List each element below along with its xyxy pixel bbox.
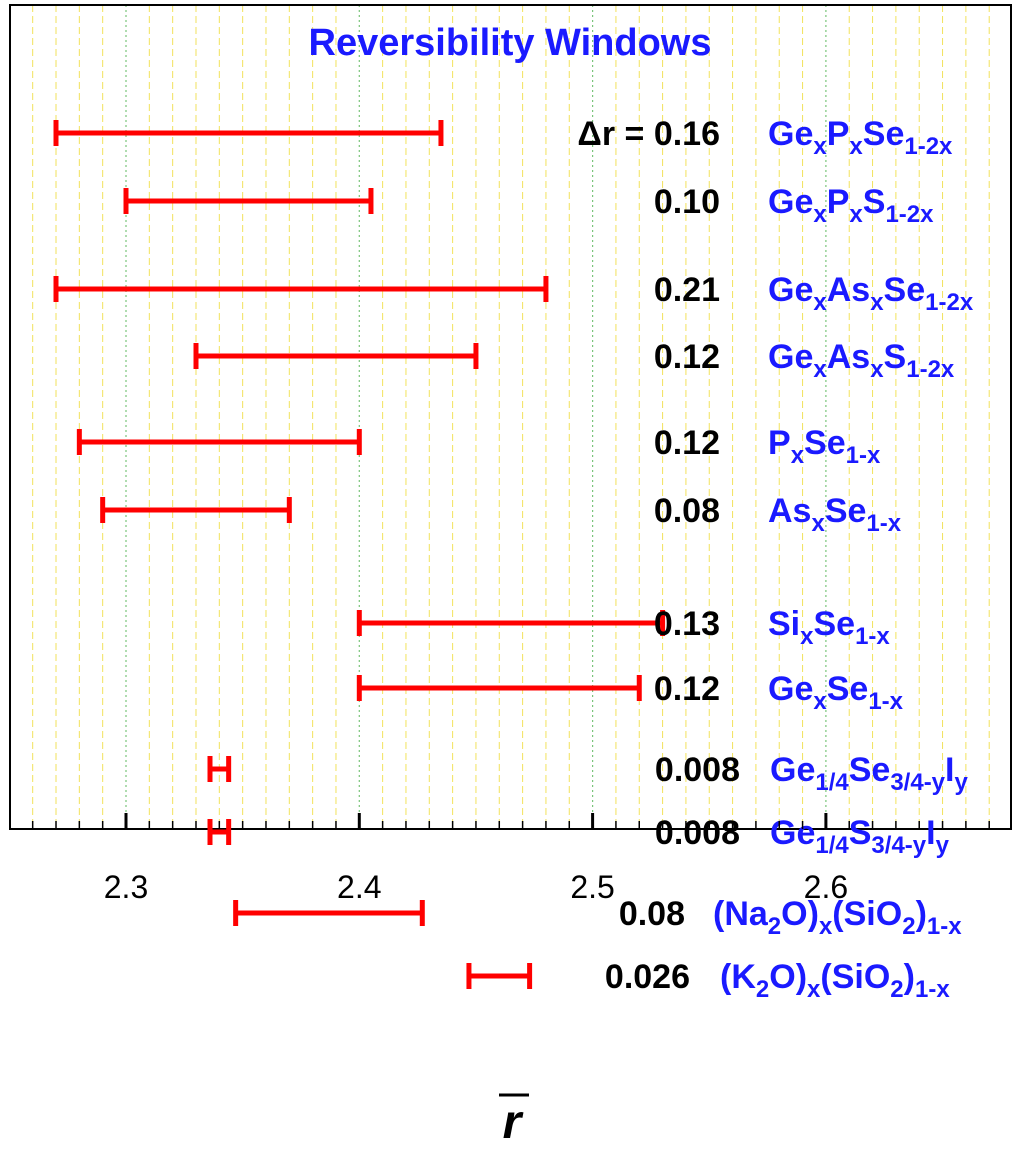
x-tick-label: 2.6 [804, 869, 848, 905]
range-bar [76, 429, 362, 455]
x-tick-label: 2.5 [570, 869, 614, 905]
x-tick-label: 2.4 [337, 869, 381, 905]
range-bar [207, 819, 232, 845]
delta-r-label: 0.21 [654, 271, 720, 309]
grid [32, 5, 990, 829]
delta-r-label: 0.12 [654, 338, 720, 376]
delta-r-label: 0.10 [654, 183, 720, 221]
chart-title: Reversibility Windows [309, 22, 712, 64]
composition-label: (Na2O)x(SiO2)1-x [713, 895, 962, 940]
delta-r-label: 0.08 [619, 895, 685, 933]
range-bar [53, 120, 444, 146]
delta-r-label: 0.008 [655, 751, 740, 789]
range-bar [233, 900, 425, 926]
composition-label: Ge1/4Se3/4-yIy [770, 751, 968, 796]
range-bars [53, 120, 666, 989]
delta-r-label: 0.13 [654, 605, 720, 643]
delta-r-label: 0.008 [655, 814, 740, 852]
delta-r-label: 0.08 [654, 492, 720, 530]
composition-label: GexPxS1-2x [768, 183, 934, 228]
delta-r-label: 0.12 [654, 670, 720, 708]
composition-label: (K2O)x(SiO2)1-x [720, 958, 950, 1003]
delta-r-labels: Δr = 0.16 0.10 0.21 0.12 0.12 0.08 0.13 0.12 0.0… [577, 115, 740, 996]
range-bar [123, 188, 374, 214]
composition-label: AsxSe1-x [768, 492, 902, 537]
delta-r-label: 0.026 [605, 958, 690, 996]
range-bar [193, 343, 479, 369]
range-bar [100, 497, 292, 523]
composition-label: Ge1/4S3/4-yIy [770, 814, 950, 859]
x-axis-ticks: 2.3 2.4 2.5 2.6 [31, 813, 990, 905]
x-axis-label-text: r [503, 1096, 524, 1149]
composition-label: GexPxSe1-2x [768, 115, 953, 160]
x-axis-label: r [499, 1093, 529, 1149]
range-bar [466, 963, 533, 989]
range-bar [207, 756, 232, 782]
delta-r-label: Δr = 0.16 [577, 115, 720, 153]
delta-r-label: 0.12 [654, 424, 720, 462]
composition-labels: GexPxSe1-2x GexPxS1-2x GexAsxSe1-2x GexAsxS… [713, 115, 974, 1003]
range-bar [53, 276, 549, 302]
plot-frame [9, 4, 1012, 830]
range-bar [356, 610, 666, 636]
composition-label: GexAsxSe1-2x [768, 271, 974, 316]
composition-label: SixSe1-x [768, 605, 890, 650]
x-tick-label: 2.3 [104, 869, 148, 905]
composition-label: GexAsxS1-2x [768, 338, 955, 383]
composition-label: GexSe1-x [768, 670, 904, 715]
composition-label: PxSe1-x [768, 424, 881, 469]
range-bar [356, 675, 642, 701]
